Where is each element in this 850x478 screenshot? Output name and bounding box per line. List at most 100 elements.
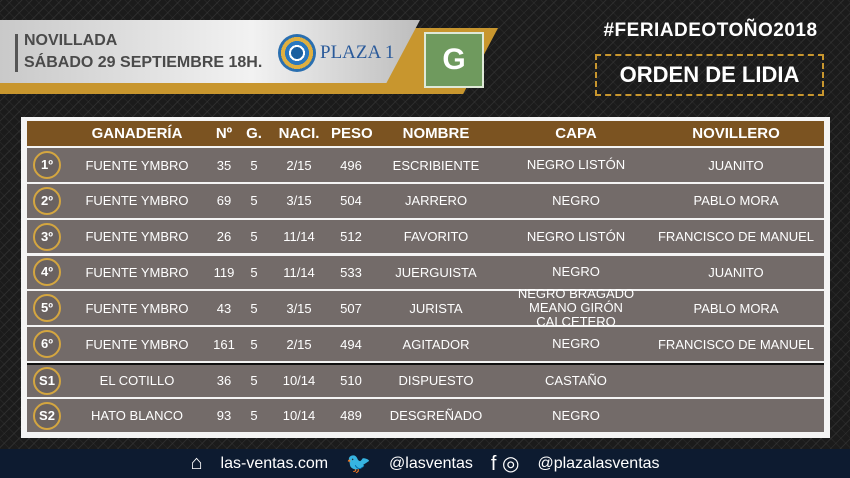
banner-divider — [15, 34, 18, 72]
ganaderia-cell: FUENTE YMBRO — [85, 300, 189, 316]
novillero-cell: FRANCISCO DE MANUEL — [657, 336, 815, 352]
ganaderia-cell: FUENTE YMBRO — [85, 229, 189, 245]
order-cell: 2º — [27, 186, 67, 215]
table-row: 2º FUENTE YMBRO 69 5 3/15 504 JARRERO NE… — [27, 184, 824, 218]
ganaderia-cell: EL COTILLO — [99, 373, 175, 389]
naci-cell: 3/15 — [286, 193, 312, 209]
naci-cell: 2/15 — [286, 336, 312, 352]
peso-cell: 496 — [340, 157, 362, 173]
col-peso: PESO — [331, 125, 373, 142]
g-cell: 5 — [250, 373, 258, 389]
table-row: 6º FUENTE YMBRO 161 5 2/15 494 AGITADOR … — [27, 327, 824, 361]
order-badge: 4º — [33, 258, 61, 287]
order-badge: 1º — [33, 151, 61, 180]
g-cell: 5 — [250, 300, 258, 316]
peso-cell: 512 — [340, 229, 362, 245]
g-cell: 5 — [250, 264, 258, 280]
ganaderia-cell: FUENTE YMBRO — [85, 193, 189, 209]
capa-line: NEGRO BRAGADO — [517, 286, 635, 302]
num-cell: 119 — [213, 264, 235, 280]
order-cell: 4º — [27, 258, 67, 287]
novillero-cell: PABLO MORA — [693, 300, 779, 316]
order-badge: 5º — [33, 294, 61, 323]
naci-cell: 2/15 — [286, 157, 312, 173]
order-badge: S1 — [33, 366, 61, 395]
novillero-cell: FRANCISCO DE MANUEL — [657, 229, 815, 245]
capa-line: NEGRO LISTÓN — [526, 157, 626, 173]
num-cell: 43 — [216, 300, 232, 316]
num-cell: 26 — [216, 229, 232, 245]
num-cell: 93 — [216, 408, 232, 424]
capa-cell: NEGRO — [501, 192, 651, 208]
order-cell: S1 — [27, 366, 67, 395]
page-title: ORDEN DE LIDIA — [595, 54, 824, 96]
peso-cell: 494 — [340, 336, 362, 352]
event-type: NOVILLADA — [24, 32, 118, 49]
novillero-cell: JUANITO — [708, 264, 764, 280]
naci-cell: 10/14 — [282, 408, 316, 424]
order-badge: S2 — [33, 401, 61, 430]
nombre-cell: FAVORITO — [403, 229, 469, 245]
peso-cell: 533 — [340, 264, 362, 280]
ganaderia-cell: HATO BLANCO — [91, 408, 183, 424]
peso-cell: 510 — [340, 373, 362, 389]
nombre-cell: JURISTA — [409, 300, 463, 316]
home-icon: ⌂ — [190, 452, 203, 474]
website-link[interactable]: las-ventas.com — [220, 454, 329, 472]
table-row: 4º FUENTE YMBRO 119 5 11/14 533 JUERGUIS… — [27, 255, 824, 290]
nombre-cell: DESGREÑADO — [389, 408, 483, 424]
ganaderia-cell: FUENTE YMBRO — [85, 336, 189, 352]
naci-cell: 11/14 — [283, 229, 315, 245]
facebook-instagram-icon: f ◎ — [490, 453, 520, 475]
event-date: SÁBADO 29 SEPTIEMBRE 18H. — [24, 54, 263, 71]
novillero-cell: PABLO MORA — [693, 193, 779, 209]
twitter-icon: 🐦 — [346, 453, 372, 475]
num-cell: 35 — [216, 157, 232, 173]
capa-line: NEGRO LISTÓN — [526, 228, 626, 244]
table-row: S2 HATO BLANCO 93 5 10/14 489 DESGREÑADO… — [27, 398, 824, 433]
g-cell: 5 — [250, 193, 258, 209]
peso-cell: 507 — [340, 300, 362, 316]
col-capa: CAPA — [555, 125, 597, 142]
naci-cell: 3/15 — [286, 300, 312, 316]
g-cell: 5 — [250, 229, 258, 245]
naci-cell: 11/14 — [283, 264, 315, 280]
hashtag: #FERIADEOTOÑO2018 — [603, 20, 818, 41]
col-naci: NACI. — [278, 125, 320, 142]
capa-line: CASTAÑO — [545, 372, 607, 388]
g-cell: 5 — [250, 408, 258, 424]
order-badge: 6º — [33, 330, 61, 359]
col-novillero: NOVILLERO — [692, 125, 780, 142]
capa-cell: NEGRO — [501, 265, 651, 279]
lidia-table: GANADERÍA Nº G. NACI. PESO NOMBRE CAPA N… — [21, 117, 830, 438]
col-num: Nº — [215, 125, 233, 142]
capa-cell: NEGRO LISTÓN — [501, 158, 651, 172]
table-header: GANADERÍA Nº G. NACI. PESO NOMBRE CAPA N… — [27, 121, 824, 146]
las-ventas-logo: G — [424, 32, 484, 88]
footer: ⌂ las-ventas.com 🐦 @lasventas f ◎ @plaza… — [0, 449, 850, 478]
nombre-cell: ESCRIBIENTE — [392, 157, 480, 173]
capa-cell: NEGRO LISTÓN — [501, 228, 651, 244]
table-row: 1º FUENTE YMBRO 35 5 2/15 496 ESCRIBIENT… — [27, 148, 824, 182]
order-cell: 6º — [27, 330, 67, 359]
naci-cell: 10/14 — [282, 373, 316, 389]
capa-cell: NEGRO BRAGADO MEANO GIRÓN CALCETERO — [501, 287, 651, 329]
order-cell: 3º — [27, 222, 67, 251]
order-badge: 2º — [33, 186, 61, 215]
num-cell: 69 — [216, 193, 232, 209]
nombre-cell: DISPUESTO — [398, 373, 474, 389]
twitter-handle[interactable]: @lasventas — [389, 454, 473, 472]
plaza-label: PLAZA 1 — [320, 42, 395, 63]
plaza-rosette-icon — [278, 34, 316, 72]
nombre-cell: JUERGUISTA — [395, 264, 477, 280]
order-cell: 1º — [27, 151, 67, 180]
col-nombre: NOMBRE — [402, 125, 470, 142]
order-badge: 3º — [33, 222, 61, 251]
ganaderia-cell: FUENTE YMBRO — [85, 264, 189, 280]
capa-line: NEGRO — [552, 192, 600, 208]
peso-cell: 504 — [340, 193, 362, 209]
col-g: G. — [246, 125, 262, 142]
nombre-cell: AGITADOR — [402, 336, 470, 352]
peso-cell: 489 — [340, 408, 362, 424]
social-handle[interactable]: @plazalasventas — [537, 454, 660, 472]
